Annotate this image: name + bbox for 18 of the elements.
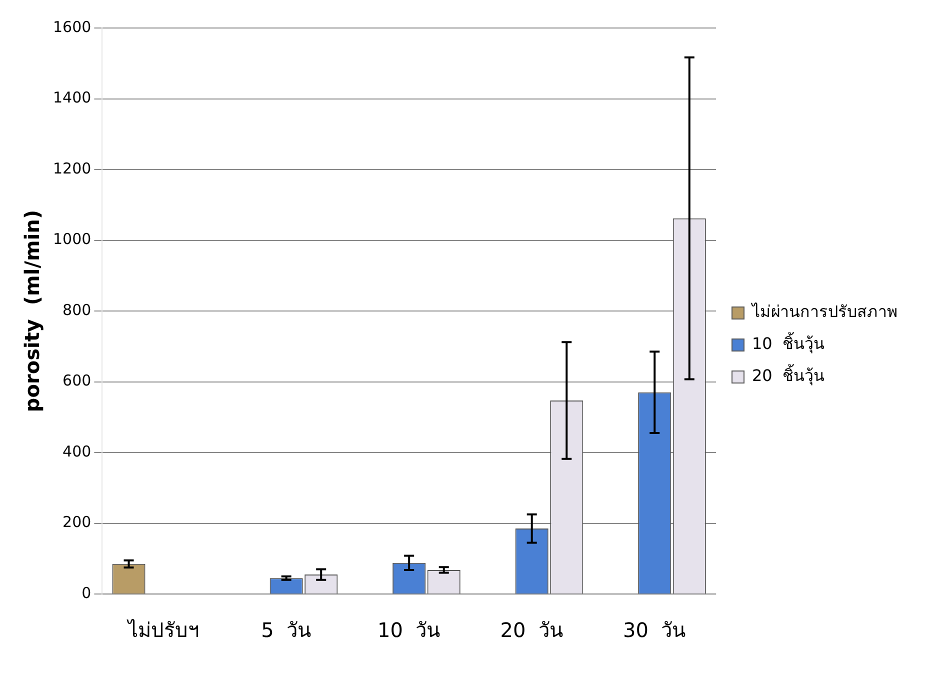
y-tick-label: 1600: [52, 18, 92, 36]
y-tick-label: 200: [62, 513, 92, 532]
y-axis-title: porosity (ml/min): [20, 210, 44, 412]
y-tick-label: 1200: [52, 159, 92, 178]
y-tick-label: 1000: [52, 230, 92, 248]
y-tick-label: 600: [62, 372, 92, 390]
x-tick-label: ไม่ปรับฯ: [126, 618, 200, 642]
x-tick-label: 30 วัน: [623, 618, 686, 642]
x-tick-label: 20 วัน: [500, 618, 564, 642]
x-tick-label: 10 วัน: [378, 618, 441, 642]
y-tick-label: 800: [62, 300, 92, 319]
y-tick-label: 1400: [52, 88, 92, 107]
y-tick-label: 400: [62, 442, 92, 460]
y-tick-label: 0: [82, 584, 92, 602]
x-tick-label: 5 วัน: [261, 618, 312, 642]
legend-label: ไม่ผ่านการปรับสภาพ: [750, 302, 898, 322]
legend-label: 10 ชิ้นวุ้น: [752, 332, 825, 354]
legend-label: 20 ชิ้นวุ้น: [752, 364, 825, 386]
